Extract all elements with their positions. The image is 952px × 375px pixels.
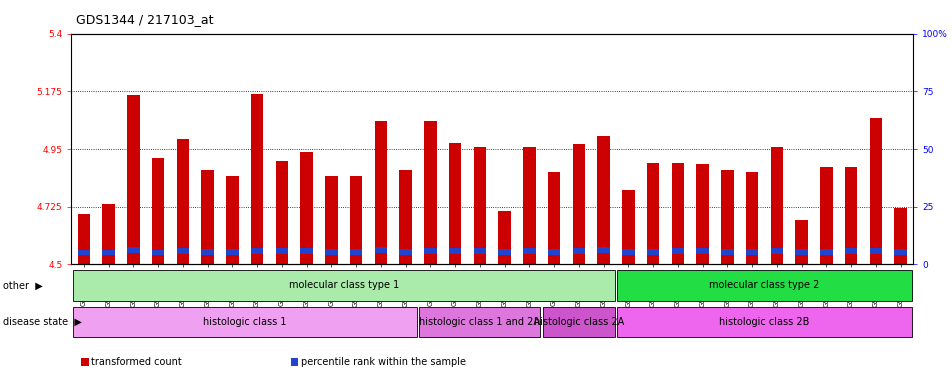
Bar bbox=[349, 176, 362, 264]
Text: histologic class 2B: histologic class 2B bbox=[719, 317, 809, 327]
Bar bbox=[547, 172, 560, 264]
Bar bbox=[498, 249, 510, 255]
Bar bbox=[448, 249, 461, 254]
Bar bbox=[127, 95, 139, 264]
Bar bbox=[151, 250, 164, 255]
Text: percentile rank within the sample: percentile rank within the sample bbox=[301, 357, 466, 367]
Bar bbox=[696, 249, 708, 254]
Bar bbox=[745, 172, 758, 264]
Bar bbox=[770, 249, 783, 254]
Bar bbox=[72, 307, 416, 337]
Bar bbox=[102, 204, 114, 264]
Bar bbox=[473, 249, 486, 254]
Bar bbox=[597, 247, 609, 253]
Text: histologic class 1 and 2A: histologic class 1 and 2A bbox=[419, 317, 540, 327]
Bar bbox=[721, 249, 733, 255]
Bar bbox=[72, 270, 614, 300]
Bar bbox=[176, 139, 188, 264]
Bar bbox=[201, 170, 213, 264]
Bar bbox=[226, 249, 238, 255]
Bar bbox=[226, 176, 238, 264]
Bar bbox=[671, 163, 684, 264]
Bar bbox=[869, 118, 882, 264]
Bar bbox=[820, 249, 832, 255]
Bar bbox=[646, 249, 659, 255]
Text: other  ▶: other ▶ bbox=[3, 280, 43, 290]
Bar bbox=[102, 250, 114, 255]
Bar bbox=[201, 249, 213, 255]
Text: disease state  ▶: disease state ▶ bbox=[3, 317, 82, 327]
Bar bbox=[622, 249, 634, 255]
Bar bbox=[374, 247, 387, 253]
Bar bbox=[473, 147, 486, 264]
Bar bbox=[894, 249, 906, 255]
Bar bbox=[498, 211, 510, 264]
Bar bbox=[622, 190, 634, 264]
Bar bbox=[646, 163, 659, 264]
Text: transformed count: transformed count bbox=[91, 357, 182, 367]
Bar bbox=[572, 144, 585, 264]
Bar bbox=[543, 307, 614, 337]
Bar bbox=[523, 147, 535, 264]
Bar bbox=[349, 249, 362, 255]
Bar bbox=[374, 121, 387, 264]
Bar bbox=[275, 160, 288, 264]
Text: molecular class type 1: molecular class type 1 bbox=[288, 280, 399, 290]
Bar bbox=[795, 219, 807, 264]
Bar bbox=[617, 270, 911, 300]
Bar bbox=[424, 248, 436, 254]
Text: histologic class 2A: histologic class 2A bbox=[533, 317, 624, 327]
Bar bbox=[869, 249, 882, 254]
Bar bbox=[770, 147, 783, 264]
Bar bbox=[597, 136, 609, 264]
Bar bbox=[820, 167, 832, 264]
Bar bbox=[844, 167, 857, 264]
Bar bbox=[275, 249, 288, 254]
Bar bbox=[325, 176, 337, 264]
Bar bbox=[721, 170, 733, 264]
Bar bbox=[617, 307, 911, 337]
Bar bbox=[77, 250, 89, 255]
Bar bbox=[250, 94, 263, 264]
Bar bbox=[151, 158, 164, 264]
Bar bbox=[795, 249, 807, 255]
Bar bbox=[523, 249, 535, 254]
Text: histologic class 1: histologic class 1 bbox=[203, 317, 287, 327]
Text: molecular class type 2: molecular class type 2 bbox=[708, 280, 819, 290]
Bar bbox=[419, 307, 540, 337]
Bar bbox=[424, 121, 436, 264]
Bar bbox=[448, 142, 461, 264]
Bar bbox=[745, 249, 758, 255]
Bar bbox=[696, 165, 708, 264]
Bar bbox=[127, 247, 139, 253]
Bar bbox=[844, 249, 857, 254]
Bar bbox=[547, 249, 560, 255]
Bar bbox=[572, 249, 585, 254]
Bar bbox=[250, 248, 263, 254]
Bar bbox=[300, 152, 312, 264]
Bar bbox=[176, 249, 188, 254]
Bar bbox=[300, 249, 312, 254]
Bar bbox=[399, 249, 411, 255]
Bar bbox=[77, 214, 89, 264]
Bar bbox=[894, 208, 906, 264]
Bar bbox=[399, 170, 411, 264]
Bar bbox=[325, 249, 337, 255]
Text: GDS1344 / 217103_at: GDS1344 / 217103_at bbox=[76, 13, 213, 26]
Bar bbox=[671, 249, 684, 254]
